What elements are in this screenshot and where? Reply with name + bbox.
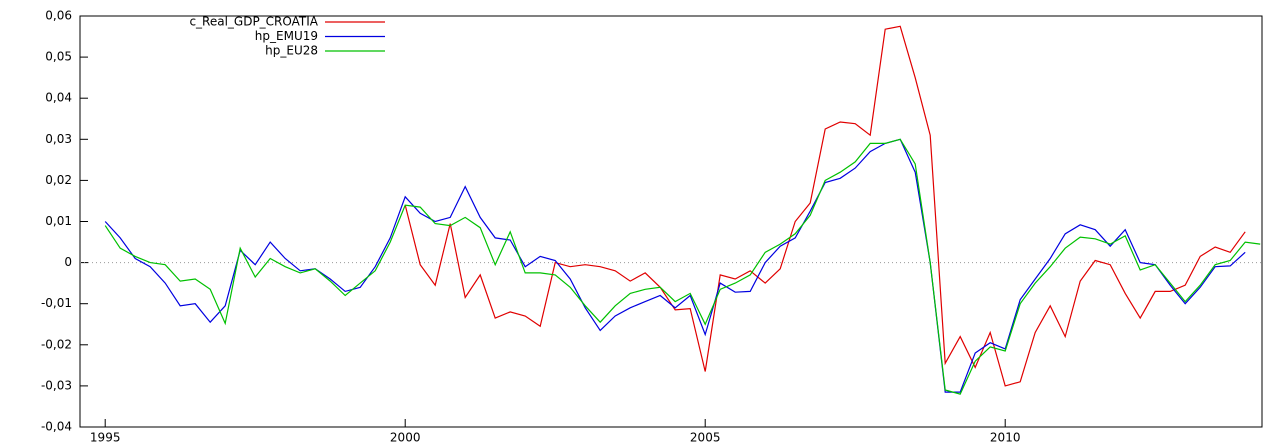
y-tick-label: -0,02	[41, 337, 72, 351]
legend-label: c_Real_GDP_CROATIA	[189, 15, 318, 29]
series-line	[104, 138, 1261, 395]
y-tick-label: 0,03	[45, 132, 72, 146]
series-line	[404, 25, 1246, 387]
y-tick-label: 0,06	[45, 9, 72, 23]
y-tick-label: 0,01	[45, 214, 72, 228]
plot-frame	[79, 15, 1263, 428]
y-tick-label: 0,02	[45, 173, 72, 187]
x-tick-label: 1995	[90, 431, 121, 445]
x-tick-label: 2000	[390, 431, 421, 445]
x-tick-label: 2010	[990, 431, 1021, 445]
x-tick-label: 2005	[690, 431, 721, 445]
y-tick-label: -0,04	[41, 420, 72, 434]
y-tick-label: 0	[64, 255, 72, 269]
y-tick-label: 0,04	[45, 91, 72, 105]
legend-label: hp_EMU19	[255, 29, 318, 43]
y-tick-label: -0,03	[41, 378, 72, 392]
y-tick-label: -0,01	[41, 296, 72, 310]
y-tick-label: 0,05	[45, 50, 72, 64]
legend-label: hp_EU28	[265, 44, 318, 58]
series-line	[104, 138, 1246, 393]
